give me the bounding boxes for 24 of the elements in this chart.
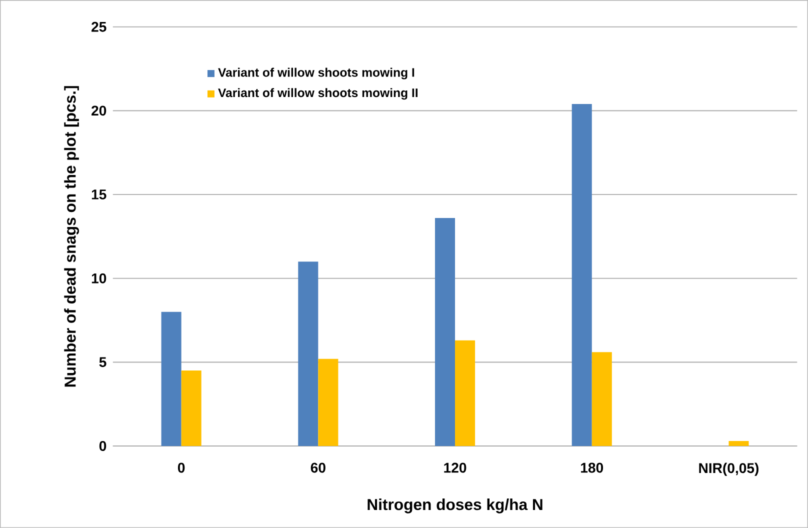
y-axis-title: Number of dead snags on the plot [pcs.]	[64, 86, 79, 387]
y-tick-label: 25	[92, 22, 106, 32]
x-axis-title: Nitrogen doses kg/ha N	[368, 498, 542, 514]
legend-label: Variant of willow shoots mowing I	[218, 68, 414, 80]
x-tick-label: 120	[444, 462, 466, 473]
bar	[572, 104, 592, 446]
x-tick-label: 60	[310, 462, 326, 473]
bar	[728, 441, 749, 446]
bar	[181, 370, 202, 446]
bar	[318, 358, 338, 446]
x-tick-label: 180	[581, 462, 604, 473]
bar	[455, 340, 476, 446]
y-tick-label: 20	[92, 106, 106, 116]
bar	[592, 352, 612, 446]
y-tick-label: 5	[99, 357, 106, 368]
bar	[434, 218, 456, 446]
y-tick-label: 0	[99, 441, 106, 452]
bar	[161, 312, 182, 446]
x-tick-label: 0	[178, 462, 185, 473]
y-tick-label: 15	[92, 190, 106, 200]
legend-label: Variant of willow shoots mowing II	[218, 88, 418, 100]
bar	[298, 262, 318, 446]
y-tick-label: 10	[92, 273, 106, 284]
x-tick-label: NIR(0,05)	[699, 462, 758, 476]
